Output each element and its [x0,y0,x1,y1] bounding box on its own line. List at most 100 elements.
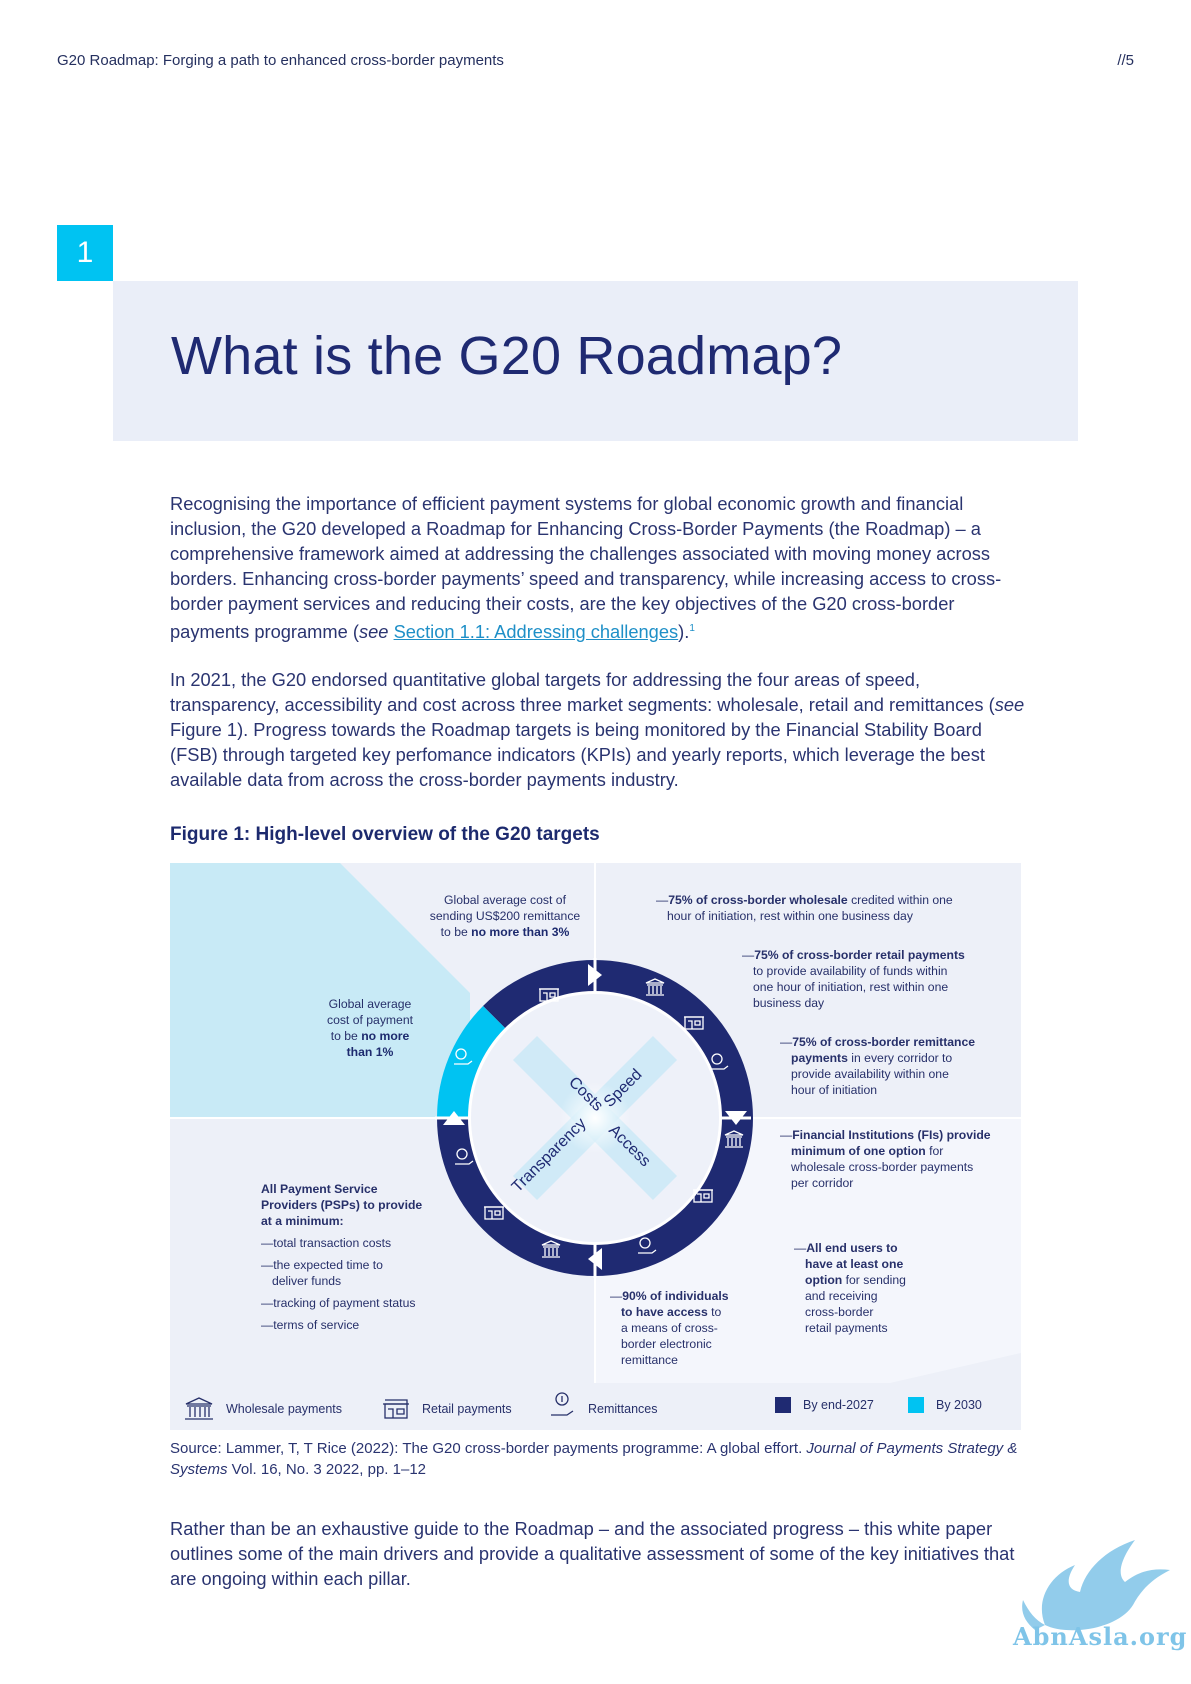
watermark-text: AbnAsla.org [1013,1622,1188,1651]
target-line: to be [330,1029,362,1043]
target-line: to [707,1305,722,1319]
target-highlight: than 1% [346,1045,394,1059]
target-highlight: minimum of one option [791,1144,926,1158]
legend-end-2027: By end-2027 [775,1397,874,1413]
figure-graphic: Costs Speed Transparency Access [170,863,1021,1383]
remittance-icon [551,1392,574,1416]
target-line: provide availability within one [791,1067,949,1081]
closing-paragraph: Rather than be an exhaustive guide to th… [170,1518,1015,1589]
see-text: see [994,694,1025,715]
target-line: to provide availability of funds within [753,964,948,978]
target-line: in every corridor to [847,1051,953,1065]
retail-icon [539,988,559,1002]
bank-icon [645,978,665,996]
access-wholesale-target: —Financial Institutions (FIs) provide mi… [780,1127,1016,1191]
retail-icon [693,1189,713,1203]
target-list-item: the expected time to [273,1258,383,1272]
legend-label: By 2030 [936,1398,982,1412]
remittance-icon [638,1237,657,1254]
target-highlight: option [805,1273,843,1287]
retail-icon [383,1399,409,1419]
target-highlight: no more [361,1029,410,1043]
speed-retail-target: —75% of cross-border retail payments to … [742,947,993,1011]
page-title: What is the G20 Roadmap? [171,326,843,386]
target-list-item: tracking of payment status [273,1296,416,1310]
target-highlight: 75% of cross-border remittance [792,1035,976,1049]
running-header: G20 Roadmap: Forging a path to enhanced … [57,52,504,69]
bank-icon [541,1240,561,1258]
legend-remittances: Remittances [550,1392,657,1421]
target-highlight: All end users to [806,1241,898,1255]
remittance-icon [454,1048,473,1065]
target-highlight: 90% of individuals [622,1289,729,1303]
target-line: retail payments [805,1321,888,1335]
target-line: and receiving [805,1289,878,1303]
target-line: per corridor [791,1176,854,1190]
retail-icon [484,1206,504,1220]
target-line: business day [753,996,825,1010]
target-highlight: no more than 3% [471,925,570,939]
costs-payment-target: Global average cost of payment to be no … [305,996,435,1060]
bank-icon [185,1397,213,1420]
legend-label: Retail payments [422,1402,512,1416]
bank-icon [724,1130,744,1148]
legend-swatch-navy [775,1397,791,1413]
source-text: Vol. 16, No. 3 2022, pp. 1–12 [227,1461,427,1478]
target-line: one hour of initiation, rest within one [753,980,949,994]
target-highlight: Financial Institutions (FIs) provide [792,1128,991,1142]
ring-costs-navy [483,959,595,1028]
retail-icon [684,1016,704,1030]
paragraph-text: ). [678,621,690,643]
speed-remittance-target: —75% of cross-border remittance payments… [780,1034,1011,1098]
watermark-logo [1022,1540,1170,1631]
ring-access [595,1118,753,1276]
remittance-icon [710,1053,729,1070]
target-list-item: deliver funds [272,1274,342,1288]
target-line: wholesale cross-border payments [791,1160,974,1174]
access-remittance-target: —90% of individuals to have access to a … [610,1288,771,1368]
costs-panel [170,863,470,1118]
target-highlight: 75% of cross-border retail payments [754,948,965,962]
legend-label: By end-2027 [803,1398,874,1412]
legend-wholesale: Wholesale payments [184,1397,342,1421]
legend-swatch-cyan [908,1397,924,1413]
see-text: see [358,621,389,643]
paragraph-text: Figure 1). Progress towards the Roadmap … [170,719,985,790]
legend-by-2030: By 2030 [908,1397,982,1413]
target-line: to be [440,925,472,939]
g20-targets-figure: Costs Speed Transparency Access Global a… [170,863,1021,1430]
target-highlight: All Payment Service [261,1182,378,1196]
target-line: sending US$200 remittance [429,909,581,923]
target-line: Global average [328,997,412,1011]
source-journal: Journal of Payments Strategy & Systems [170,1440,1018,1478]
figure-source: Source: Lammer, T, T Rice (2022): The G2… [170,1438,1030,1480]
legend-retail: Retail payments [382,1397,512,1421]
target-line: a means of cross- [621,1321,718,1335]
speed-wholesale-target: —75% of cross-border wholesale credited … [656,892,987,924]
target-line: hour of initiation, rest within one busi… [667,909,913,923]
target-line: cross-border [805,1305,874,1319]
page-number: //5 [1117,52,1134,69]
target-list-item: total transaction costs [273,1236,392,1250]
transparency-target: All Payment Service Providers (PSPs) to … [261,1181,461,1333]
target-line: for [925,1144,944,1158]
figure-title: Figure 1: High-level overview of the G20… [170,824,600,845]
access-retail-target: —All end users to have at least one opti… [794,1240,955,1336]
targets-paragraph: In 2021, the G20 endorsed quantitative g… [170,667,1032,792]
paragraph-text: Recognising the importance of efficient … [170,493,1002,643]
target-line: hour of initiation [791,1083,878,1097]
target-highlight: 75% of cross-border wholesale [668,893,848,907]
target-list-item: terms of service [273,1318,360,1332]
remittance-icon [455,1148,474,1165]
target-highlight: to have access [621,1305,708,1319]
target-line: cost of payment [326,1013,414,1027]
figure-legend: Wholesale payments Retail payments Remit… [170,1383,1021,1430]
section-link[interactable]: Section 1.1: Addressing challenges [393,621,679,643]
target-highlight: at a minimum: [261,1214,344,1228]
intro-paragraph: Recognising the importance of efficient … [170,491,1032,644]
target-highlight: Providers (PSPs) to provide [261,1198,423,1212]
target-highlight: payments [791,1051,848,1065]
footnote-ref[interactable]: 1 [689,623,695,634]
target-highlight: have at least one [805,1257,904,1271]
target-line: credited within one [847,893,953,907]
